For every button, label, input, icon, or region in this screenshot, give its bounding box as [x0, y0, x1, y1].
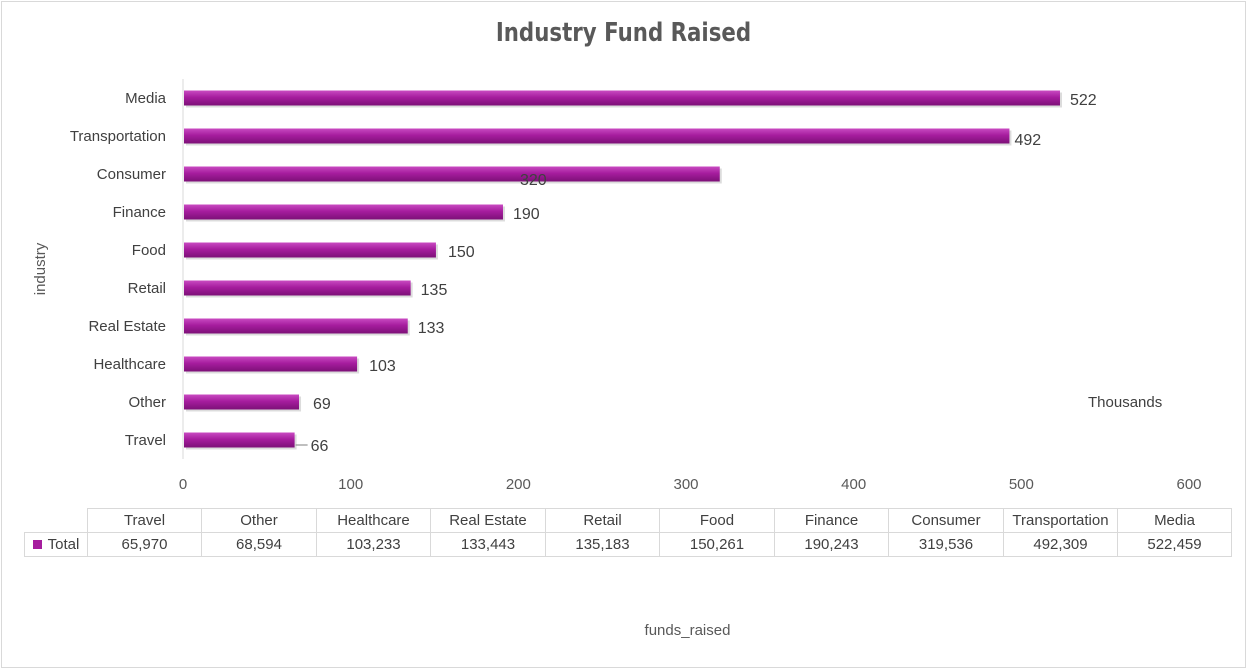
bar-food — [184, 242, 436, 258]
bar-real-estate — [184, 318, 408, 334]
data-label: 135 — [421, 282, 448, 299]
y-category-label: Real Estate — [88, 318, 166, 335]
legend-key-total — [32, 540, 42, 549]
data-table-series-cell: Total — [24, 532, 88, 557]
data-table-header: Consumer — [888, 508, 1004, 533]
axis-units-label: Thousands — [1088, 394, 1163, 411]
y-category-label: Other — [128, 394, 166, 411]
chart-title: Industry Fund Raised — [495, 18, 752, 48]
data-table-corner — [24, 508, 88, 533]
x-axis-title: funds_raised — [644, 622, 731, 639]
x-tick-label: 600 — [1176, 476, 1201, 493]
data-table-value: 133,443 — [430, 532, 546, 557]
data-table-header: Food — [659, 508, 775, 533]
data-table-value: 68,594 — [201, 532, 317, 557]
data-table-header: Transportation — [1003, 508, 1118, 533]
bar-finance — [184, 204, 503, 220]
data-label: 103 — [369, 358, 396, 375]
data-table-header: Media — [1117, 508, 1232, 533]
y-category-label: Healthcare — [93, 356, 166, 373]
y-category-label: Transportation — [70, 128, 166, 145]
data-table: Travel Other Healthcare Real Estate Retail Fo… — [24, 508, 1232, 557]
data-table-value: 319,536 — [888, 532, 1004, 557]
bar-travel — [184, 432, 295, 448]
data-table-value: 103,233 — [316, 532, 431, 557]
y-axis-title: industry — [32, 242, 49, 295]
legend-series-name: Total — [47, 536, 80, 553]
data-table-header: Other — [201, 508, 317, 533]
x-tick-label: 500 — [1009, 476, 1034, 493]
data-table-value: 135,183 — [545, 532, 660, 557]
x-tick-label: 200 — [506, 476, 531, 493]
data-table-value: 190,243 — [774, 532, 889, 557]
y-category-label: Travel — [125, 432, 166, 449]
data-label: 190 — [513, 206, 540, 223]
data-label: 320 — [520, 172, 547, 189]
x-tick-label: 400 — [841, 476, 866, 493]
data-label: 492 — [1014, 132, 1041, 149]
bar-transportation — [184, 128, 1010, 144]
data-table-header: Finance — [774, 508, 889, 533]
bar-retail — [184, 280, 411, 296]
y-category-label: Consumer — [97, 166, 166, 183]
data-table-value: 150,261 — [659, 532, 775, 557]
y-category-label: Media — [125, 90, 167, 107]
data-table-header: Real Estate — [430, 508, 546, 533]
data-table-header: Healthcare — [316, 508, 431, 533]
x-tick-label: 300 — [673, 476, 698, 493]
data-label: 522 — [1070, 92, 1097, 109]
y-category-label: Food — [132, 242, 166, 259]
data-label: 66 — [311, 438, 329, 455]
data-label: 150 — [448, 244, 475, 261]
data-label: 133 — [418, 320, 445, 337]
bar-media — [184, 90, 1060, 106]
x-tick-label: 0 — [179, 476, 187, 493]
bar-consumer — [184, 166, 720, 182]
bar-healthcare — [184, 356, 358, 372]
data-table-header: Retail — [545, 508, 660, 533]
data-table-value: 65,970 — [87, 532, 202, 557]
bar-other — [184, 394, 300, 410]
data-label: 69 — [313, 396, 331, 413]
data-table-header: Travel — [87, 508, 202, 533]
y-category-label: Retail — [128, 280, 166, 297]
x-tick-label: 100 — [338, 476, 363, 493]
data-table-value: 492,309 — [1003, 532, 1118, 557]
y-category-label: Finance — [113, 204, 166, 221]
data-table-value: 522,459 — [1117, 532, 1232, 557]
